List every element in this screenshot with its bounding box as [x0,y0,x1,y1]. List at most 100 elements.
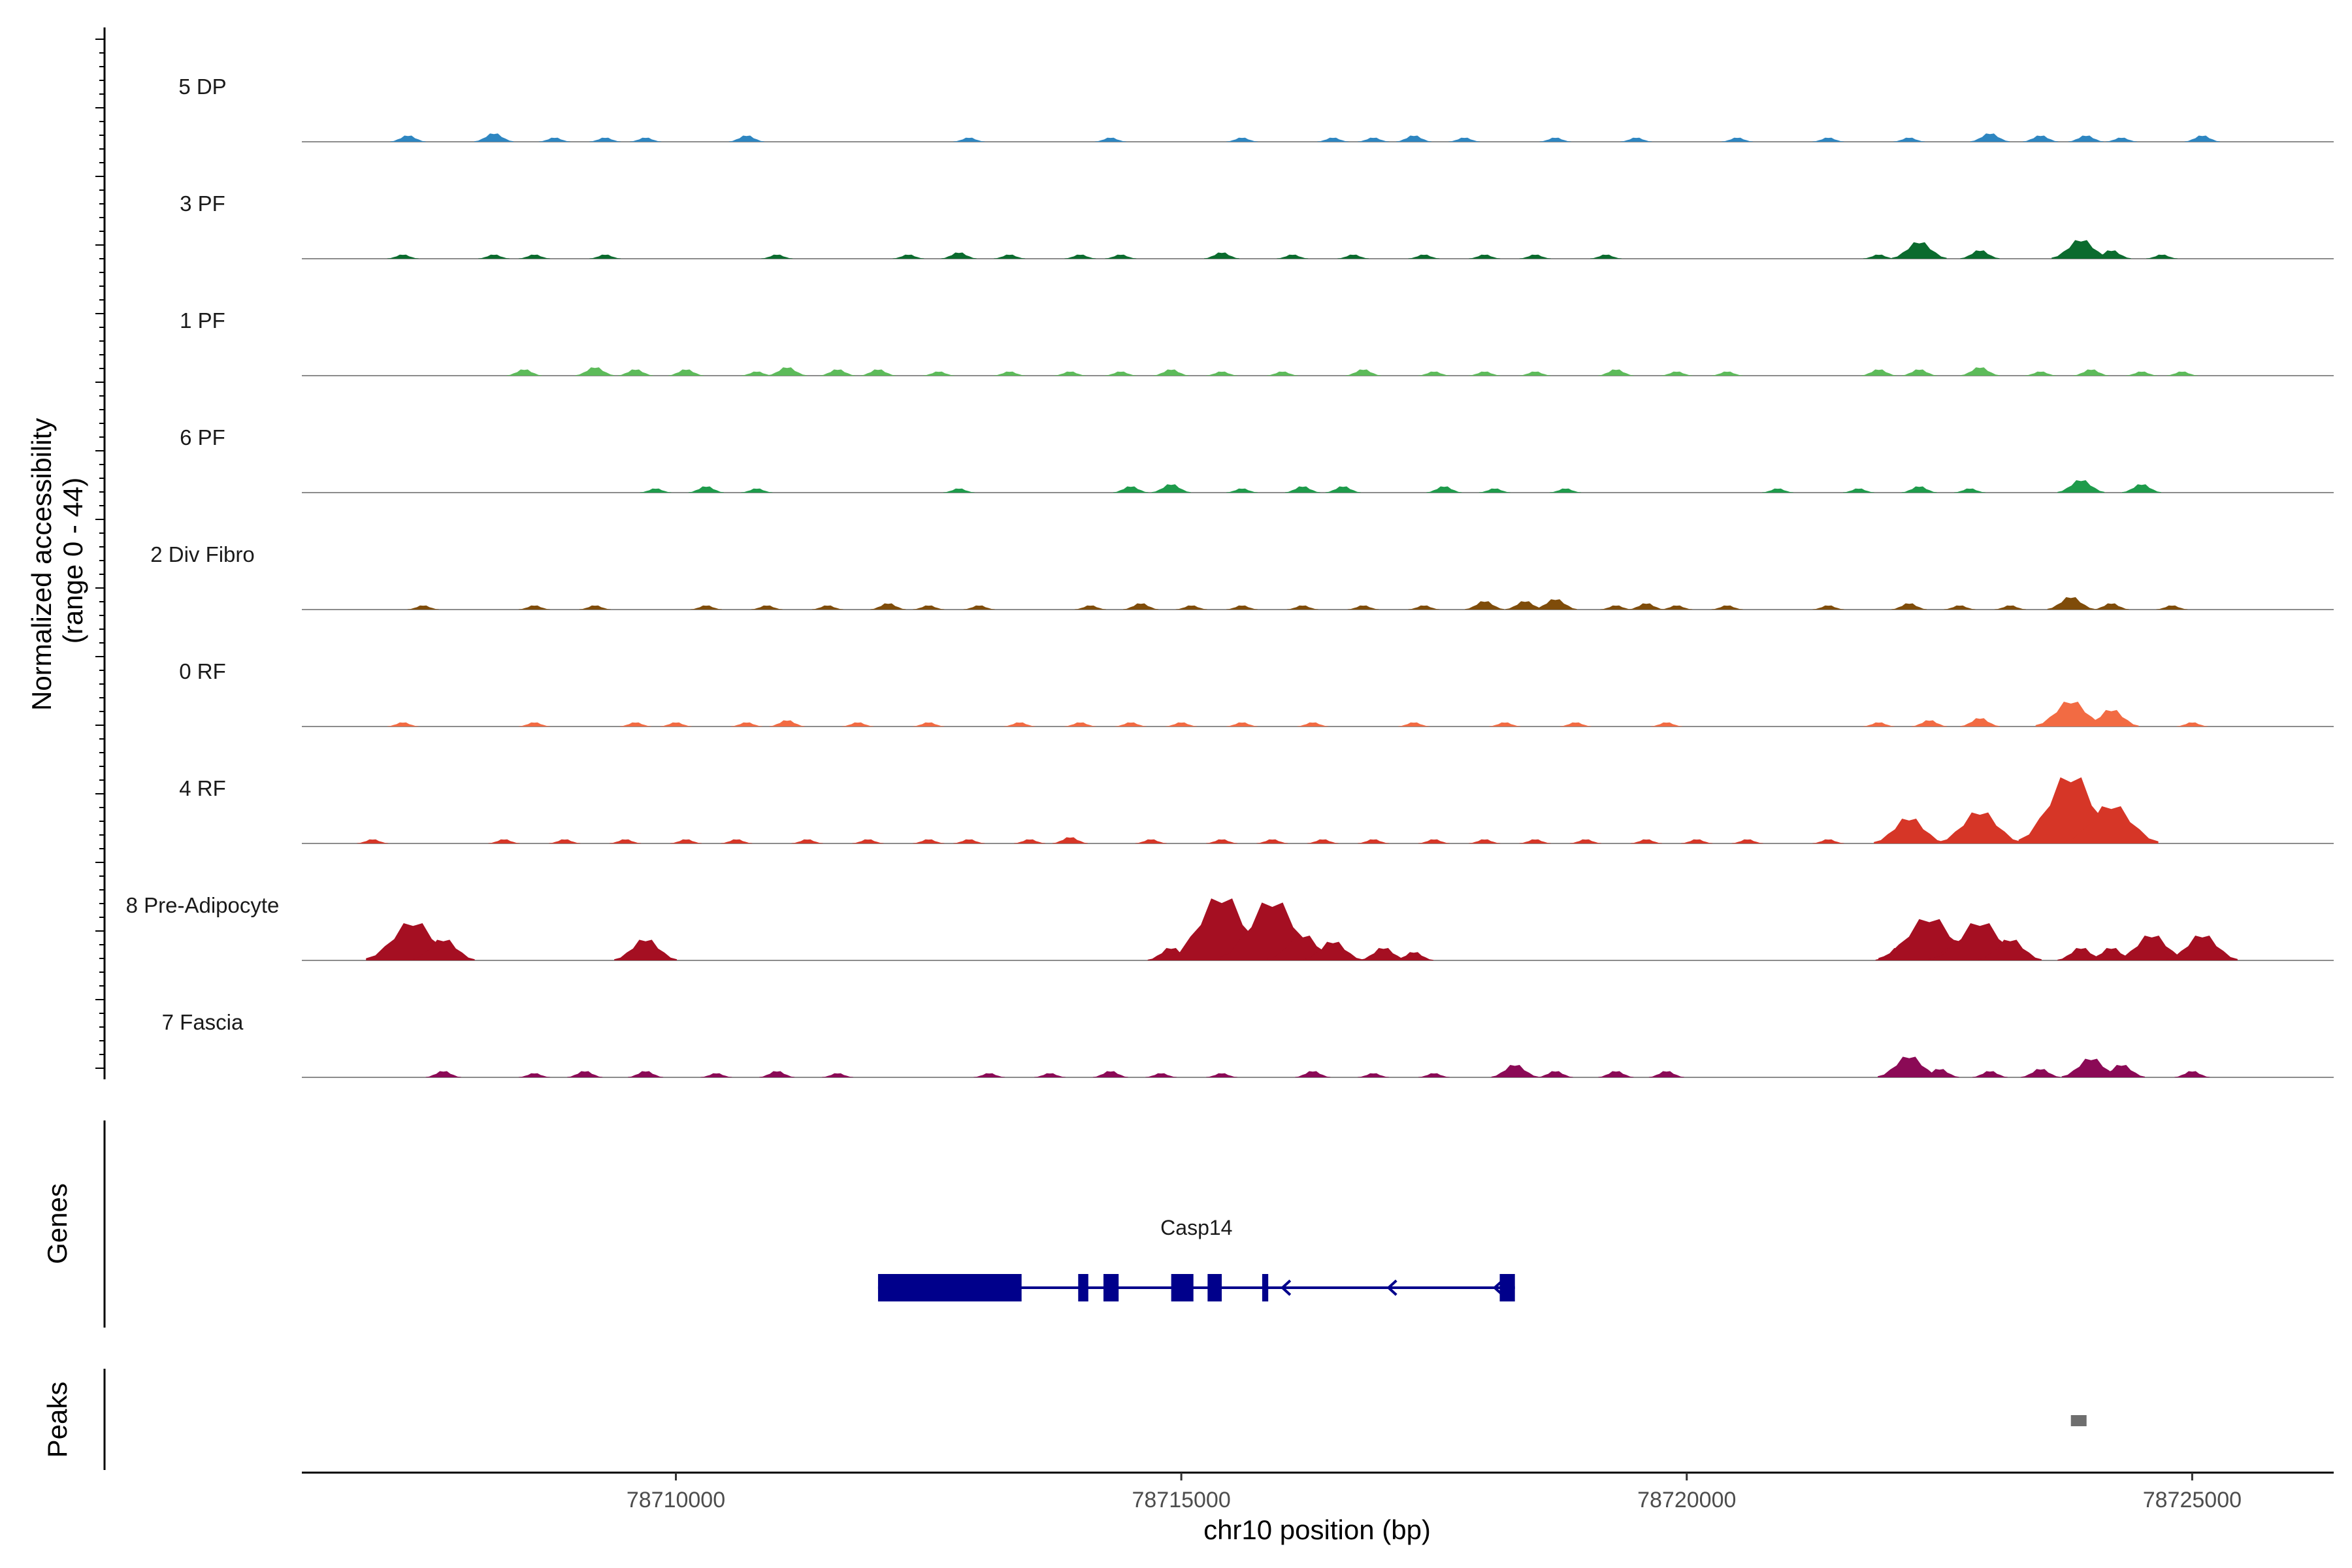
coverage-peak [1166,722,1198,727]
coverage-peak [1960,718,2000,727]
track-label: 4 RF [179,776,226,800]
coverage-peak [1396,135,1431,142]
coverage-peak [1681,839,1713,843]
coverage-peak [1912,720,1948,727]
coverage-peak [617,369,653,376]
coverage-peak [518,1073,550,1077]
coverage-peak [1972,1071,2008,1077]
coverage-peak [1491,1065,1539,1077]
coverage-peak [1598,1071,1634,1077]
coverage-peak [892,254,924,259]
coverage-peak [1722,137,1754,142]
coverage-peak [1448,137,1480,142]
coverage-peak [412,939,475,960]
coverage-peak [923,371,955,376]
coverage-peak [1874,819,1945,843]
track-3-pf: 3 PF [180,191,2334,259]
coverage-peak [751,605,783,610]
coverage-peak [994,254,1026,259]
coverage-peak [1478,488,1511,493]
track-4-rf: 4 RF [179,776,2334,844]
coverage-peak [387,254,419,259]
coverage-peak [1960,367,2000,376]
coverage-peak [759,1071,795,1077]
coverage-peak [538,137,570,142]
coverage-peak [1345,369,1381,376]
coverage-peak [1094,137,1126,142]
coverage-peak [841,722,874,727]
coverage-peak [1358,137,1390,142]
x-tick-label: 78720000 [1637,1488,1736,1512]
track-7-fascia: 7 Fascia [162,1010,2334,1078]
track-0-rf: 0 RF [179,659,2334,727]
coverage-peak [668,369,704,376]
coverage-peak [1303,941,1363,960]
coverage-peak [820,369,856,376]
coverage-peak [1863,722,1895,727]
coverage-peak [1489,722,1521,727]
gene-exon [1499,1274,1515,1301]
coverage-peak [589,254,621,259]
coverage-peak [1284,486,1320,493]
coverage-peak [1711,371,1743,376]
coverage-peak [730,722,762,727]
coverage-peak [1105,254,1137,259]
coverage-peak [1426,486,1462,493]
coverage-peak [478,254,510,259]
coverage-peak [407,605,439,610]
coverage-peak [630,137,662,142]
strand-arrow [1280,1279,1292,1296]
coverage-peak [2021,1069,2061,1077]
coverage-peak [2166,371,2198,376]
coverage-peak [2098,1065,2146,1077]
y-axis-title: Normalized accessibility (range 0 - 44) [26,410,88,711]
x-tick-label: 78725000 [2143,1488,2242,1512]
coverage-peak [1004,722,1036,727]
coverage-peak [1863,254,1895,259]
coverage-peak [2068,135,2104,142]
coverage-peak [941,252,977,259]
coverage-peak [2057,948,2105,960]
gene-exon [877,1274,1022,1301]
gene-exon [1078,1274,1088,1301]
coverage-peak [728,135,764,142]
coverage-peak [2122,484,2162,493]
coverage-peak [994,371,1026,376]
x-tick-label: 78710000 [627,1488,725,1512]
coverage-peak [1630,839,1662,843]
coverage-peak [1286,605,1318,610]
coverage-peak [1919,1069,1959,1077]
coverage-peak [1661,371,1693,376]
coverage-peak [619,722,651,727]
coverage-peak [567,1071,603,1077]
coverage-peak [488,839,520,843]
coverage-peak [1418,839,1450,843]
coverage-peak [741,371,773,376]
coverage-peak [1206,839,1238,843]
coverage-peak [913,722,945,727]
coverage-peak [1295,1071,1331,1077]
coverage-peak [387,722,419,727]
coverage-peak [1408,254,1440,259]
coverage-peak [1944,605,1976,610]
coverage-peak [1226,488,1258,493]
coverage-peak [2093,603,2129,610]
coverage-peak [1505,601,1545,610]
coverage-peak [1113,486,1149,493]
coverage-peak [2073,369,2109,376]
gene-exon [1207,1274,1222,1301]
coverage-peak [963,605,995,610]
coverage-peak [1204,252,1240,259]
coverage-peak [1938,812,2021,843]
coverage-peak [2156,605,2188,610]
coverage-peak [1560,722,1592,727]
coverage-peak [913,839,945,843]
coverage-peak [506,369,542,376]
coverage-peak [973,1073,1005,1077]
coverage-peak [1762,488,1794,493]
coverage-peak [769,720,805,727]
coverage-peak [1052,837,1088,843]
coverage-peak [1151,484,1191,493]
coverage-peak [518,605,550,610]
